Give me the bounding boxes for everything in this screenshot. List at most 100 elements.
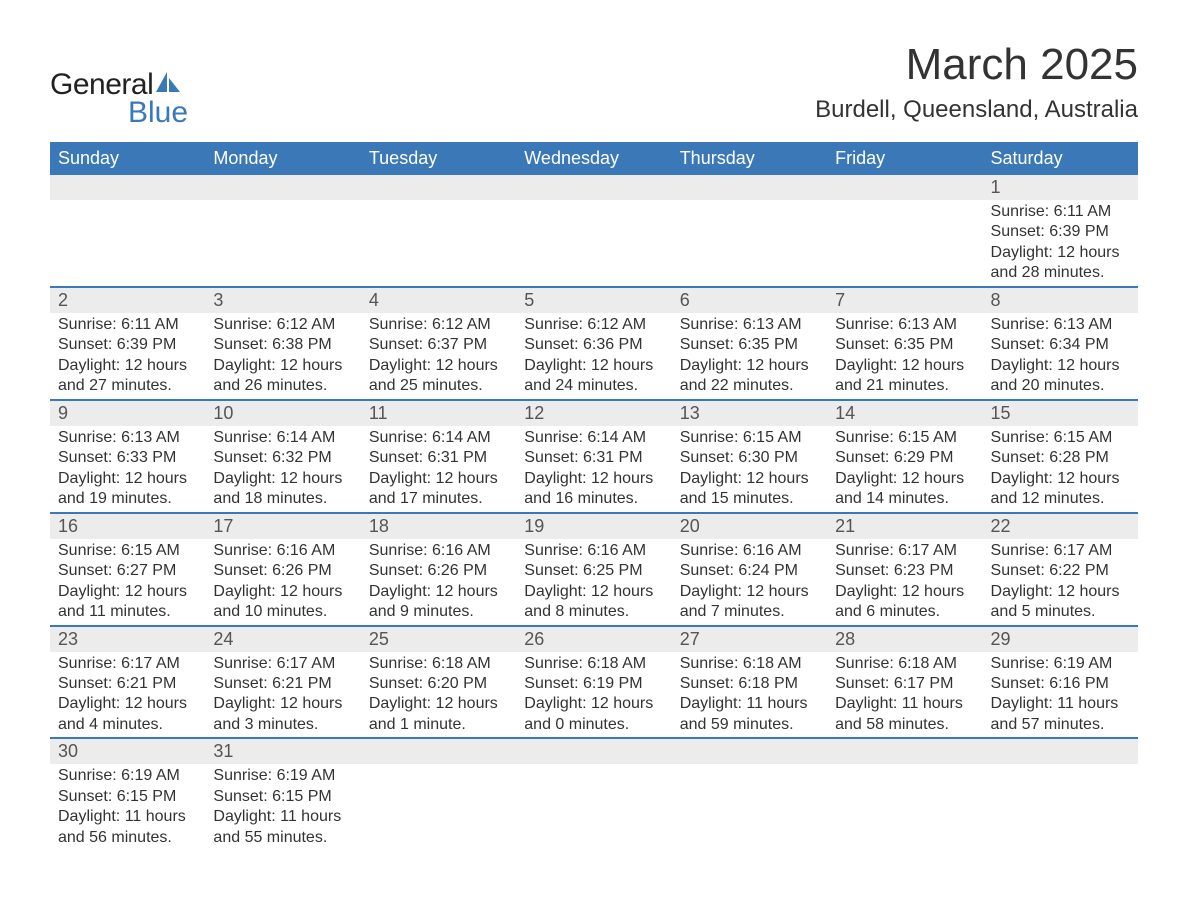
day-number: [50, 175, 205, 200]
sunrise-label: Sunrise: 6:15 AM: [58, 541, 197, 561]
day-cell: Sunrise: 6:11 AMSunset: 6:39 PMDaylight:…: [983, 200, 1138, 286]
day-info: Sunrise: 6:13 AMSunset: 6:33 PMDaylight:…: [54, 426, 201, 510]
day-info: Sunrise: 6:14 AMSunset: 6:31 PMDaylight:…: [365, 426, 512, 510]
daylight-line1: Daylight: 12 hours: [835, 582, 974, 602]
daynum-strip: 9101112131415: [50, 399, 1138, 426]
day-info: Sunrise: 6:19 AMSunset: 6:15 PMDaylight:…: [54, 764, 201, 848]
day-cell: Sunrise: 6:18 AMSunset: 6:20 PMDaylight:…: [361, 652, 516, 738]
sunrise-label: Sunrise: 6:18 AM: [835, 654, 974, 674]
day-cell: Sunrise: 6:19 AMSunset: 6:16 PMDaylight:…: [983, 652, 1138, 738]
day-info: Sunrise: 6:12 AMSunset: 6:37 PMDaylight:…: [365, 313, 512, 397]
daylight-line1: Daylight: 12 hours: [369, 582, 508, 602]
day-cell: Sunrise: 6:15 AMSunset: 6:28 PMDaylight:…: [983, 426, 1138, 512]
day-number: 6: [672, 288, 827, 313]
day-number: [983, 739, 1138, 764]
sunset-label: Sunset: 6:15 PM: [213, 787, 352, 807]
day-cell: [672, 764, 827, 850]
week-row: Sunrise: 6:17 AMSunset: 6:21 PMDaylight:…: [50, 652, 1138, 738]
sunrise-label: Sunrise: 6:12 AM: [369, 315, 508, 335]
daylight-line2: and 3 minutes.: [213, 715, 352, 735]
day-cell: Sunrise: 6:17 AMSunset: 6:21 PMDaylight:…: [50, 652, 205, 738]
daylight-line2: and 27 minutes.: [58, 376, 197, 396]
day-number: 11: [361, 401, 516, 426]
day-info: Sunrise: 6:16 AMSunset: 6:25 PMDaylight:…: [520, 539, 667, 623]
sunrise-label: Sunrise: 6:15 AM: [835, 428, 974, 448]
day-cell: [361, 200, 516, 286]
daylight-line1: Daylight: 12 hours: [680, 582, 819, 602]
day-info: Sunrise: 6:13 AMSunset: 6:35 PMDaylight:…: [831, 313, 978, 397]
day-number: 22: [983, 514, 1138, 539]
daylight-line1: Daylight: 12 hours: [680, 356, 819, 376]
day-cell: Sunrise: 6:15 AMSunset: 6:30 PMDaylight:…: [672, 426, 827, 512]
sunrise-label: Sunrise: 6:18 AM: [524, 654, 663, 674]
week-row: Sunrise: 6:19 AM Sunset: 6:15 PMDaylight:…: [50, 764, 1138, 850]
sunset-label: Sunset: 6:22 PM: [991, 561, 1130, 581]
sunrise-label: Sunrise: 6:16 AM: [213, 541, 352, 561]
sunrise-label: Sunrise: 6:12 AM: [524, 315, 663, 335]
day-number: 21: [827, 514, 982, 539]
day-number: [827, 175, 982, 200]
day-info: Sunrise: 6:16 AMSunset: 6:26 PMDaylight:…: [209, 539, 356, 623]
day-number: 19: [516, 514, 671, 539]
daynum-strip: 3031: [50, 737, 1138, 764]
daylight-line2: and 25 minutes.: [369, 376, 508, 396]
day-number: 7: [827, 288, 982, 313]
day-info: Sunrise: 6:19 AMSunset: 6:15 PMDaylight:…: [209, 764, 356, 848]
daylight-line1: Daylight: 11 hours: [213, 807, 352, 827]
day-cell: Sunrise: 6:15 AMSunset: 6:27 PMDaylight:…: [50, 539, 205, 625]
dow-wednesday: Wednesday: [516, 142, 671, 175]
daylight-line1: Daylight: 12 hours: [58, 582, 197, 602]
daylight-line2: and 24 minutes.: [524, 376, 663, 396]
day-info: Sunrise: 6:17 AMSunset: 6:22 PMDaylight:…: [987, 539, 1134, 623]
sunset-label: Sunset: 6:39 PM: [58, 335, 197, 355]
daylight-line2: and 57 minutes.: [991, 715, 1130, 735]
sunset-label: Sunset: 6:36 PM: [524, 335, 663, 355]
day-info: Sunrise: 6:15 AMSunset: 6:27 PMDaylight:…: [54, 539, 201, 623]
day-number: 25: [361, 627, 516, 652]
day-info: Sunrise: 6:13 AMSunset: 6:34 PMDaylight:…: [987, 313, 1134, 397]
title-block: March 2025 Burdell, Queensland, Australi…: [815, 40, 1138, 124]
day-cell: Sunrise: 6:17 AMSunset: 6:21 PMDaylight:…: [205, 652, 360, 738]
sunrise-label: Sunrise: 6:19 AM: [58, 766, 197, 786]
sunrise-label: Sunrise: 6:15 AM: [991, 428, 1130, 448]
day-info: Sunrise: 6:19 AMSunset: 6:16 PMDaylight:…: [987, 652, 1134, 736]
day-number: [205, 175, 360, 200]
week-row: Sunrise: 6:15 AMSunset: 6:27 PMDaylight:…: [50, 539, 1138, 625]
daylight-line1: Daylight: 11 hours: [991, 694, 1130, 714]
day-cell: [516, 764, 671, 850]
day-number: [361, 739, 516, 764]
sunrise-label: Sunrise: 6:17 AM: [991, 541, 1130, 561]
week-row: Sunrise: 6:11 AMSunset: 6:39 PMDaylight:…: [50, 200, 1138, 286]
daylight-line1: Daylight: 12 hours: [524, 694, 663, 714]
day-number: [361, 175, 516, 200]
day-number: [516, 175, 671, 200]
daylight-line1: Daylight: 12 hours: [369, 469, 508, 489]
sunset-label: Sunset: 6:26 PM: [369, 561, 508, 581]
daylight-line2: and 7 minutes.: [680, 602, 819, 622]
daylight-line1: Daylight: 12 hours: [991, 243, 1130, 263]
day-number: 23: [50, 627, 205, 652]
day-number: 9: [50, 401, 205, 426]
dow-thursday: Thursday: [672, 142, 827, 175]
daylight-line1: Daylight: 12 hours: [213, 582, 352, 602]
day-info: Sunrise: 6:17 AMSunset: 6:23 PMDaylight:…: [831, 539, 978, 623]
day-cell: [672, 200, 827, 286]
day-info: Sunrise: 6:16 AMSunset: 6:26 PMDaylight:…: [365, 539, 512, 623]
daynum-strip: 1: [50, 175, 1138, 200]
daynum-strip: 23242526272829: [50, 625, 1138, 652]
sunset-label: Sunset: 6:33 PM: [58, 448, 197, 468]
day-cell: Sunrise: 6:17 AMSunset: 6:23 PMDaylight:…: [827, 539, 982, 625]
daylight-line1: Daylight: 12 hours: [58, 356, 197, 376]
day-number: 18: [361, 514, 516, 539]
day-cell: [827, 200, 982, 286]
sail-icon: [156, 72, 180, 92]
day-number: [827, 739, 982, 764]
day-info: Sunrise: 6:15 AMSunset: 6:30 PMDaylight:…: [676, 426, 823, 510]
daylight-line2: and 20 minutes.: [991, 376, 1130, 396]
daylight-line1: Daylight: 12 hours: [213, 356, 352, 376]
day-info: Sunrise: 6:15 AMSunset: 6:29 PMDaylight:…: [831, 426, 978, 510]
day-cell: [827, 764, 982, 850]
daylight-line1: Daylight: 12 hours: [369, 356, 508, 376]
day-cell: Sunrise: 6:13 AMSunset: 6:35 PMDaylight:…: [672, 313, 827, 399]
sunrise-label: Sunrise: 6:18 AM: [369, 654, 508, 674]
